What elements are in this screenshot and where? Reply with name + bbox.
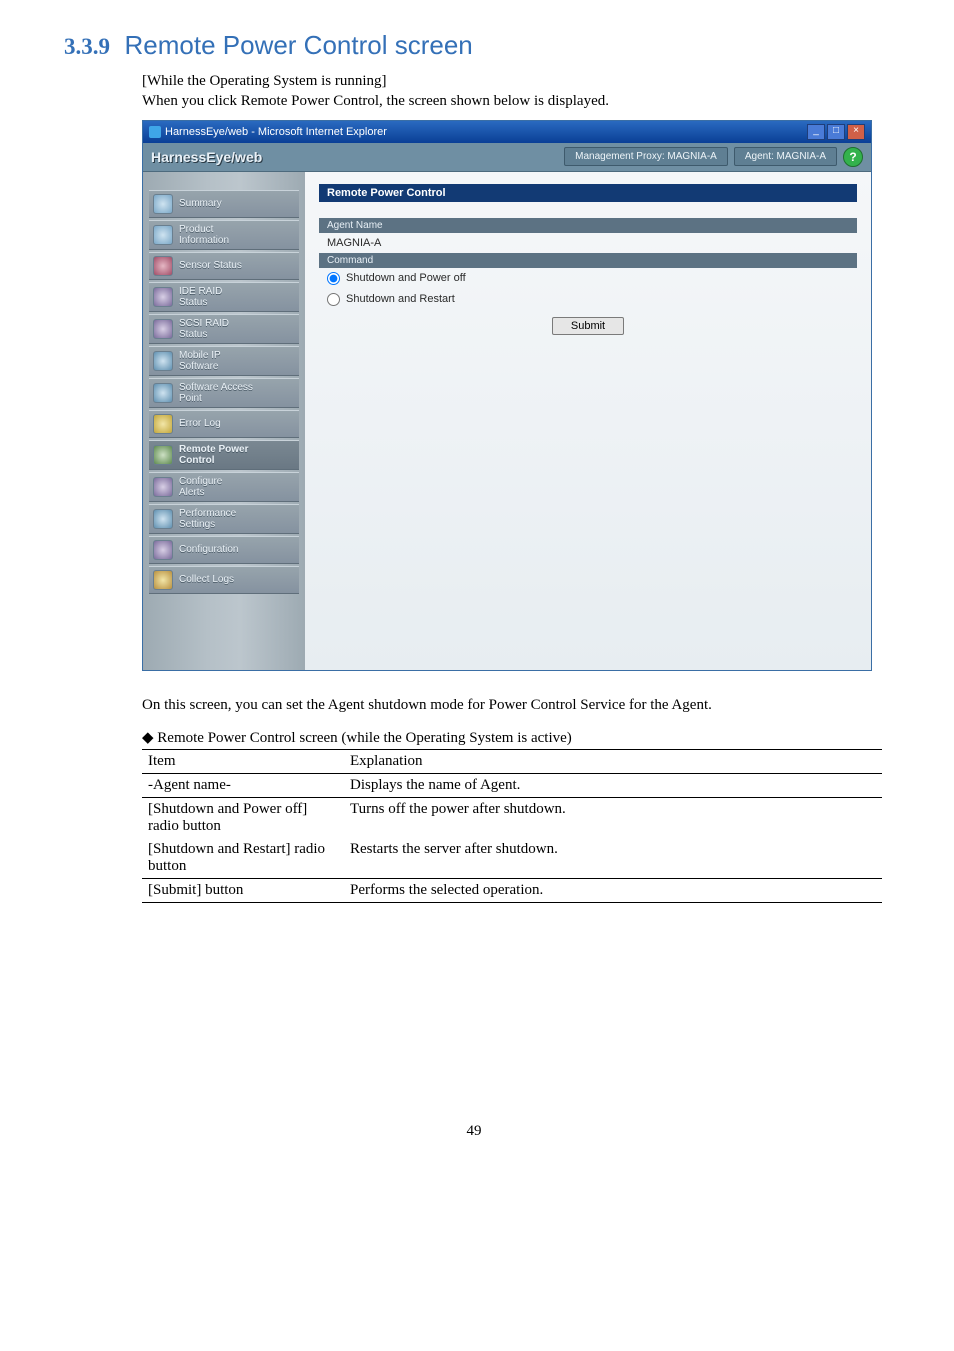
col-item-header: Item bbox=[142, 749, 344, 773]
cell-exp: Restarts the server after shutdown. bbox=[344, 838, 882, 879]
sidebar-item[interactable]: ProductInformation bbox=[149, 220, 299, 250]
sidebar-item[interactable]: ConfigureAlerts bbox=[149, 472, 299, 502]
intro-line2: When you click Remote Power Control, the… bbox=[142, 91, 884, 111]
sidebar-item-label: Summary bbox=[179, 198, 222, 209]
intro-block: [While the Operating System is running] … bbox=[142, 71, 884, 112]
agent-badge: Agent: MAGNIA-A bbox=[734, 147, 837, 166]
sidebar-item[interactable]: Collect Logs bbox=[149, 566, 299, 594]
perf-icon bbox=[153, 351, 173, 371]
sensor-icon bbox=[153, 256, 173, 276]
main-pane: Remote Power Control Agent Name MAGNIA-A… bbox=[305, 172, 871, 670]
sidebar-item-label: PerformanceSettings bbox=[179, 508, 236, 530]
mgmt-proxy-badge: Management Proxy: MAGNIA-A bbox=[564, 147, 728, 166]
explain-table: Item Explanation -Agent name- Displays t… bbox=[142, 749, 882, 903]
minimize-button[interactable]: _ bbox=[807, 124, 825, 140]
table-row: -Agent name- Displays the name of Agent. bbox=[142, 773, 882, 797]
config-icon bbox=[153, 287, 173, 307]
sidebar: Summary ProductInformation Sensor Status ID… bbox=[143, 172, 305, 670]
agent-name-value: MAGNIA-A bbox=[319, 233, 857, 253]
cmd-poweroff-radio[interactable] bbox=[327, 272, 340, 285]
cell-exp: Performs the selected operation. bbox=[344, 878, 882, 902]
sidebar-item-label: Configuration bbox=[179, 544, 238, 555]
screenshot-wrapper: HarnessEye/web - Microsoft Internet Expl… bbox=[142, 120, 872, 671]
sidebar-item[interactable]: IDE RAIDStatus bbox=[149, 282, 299, 312]
cmd-restart-row[interactable]: Shutdown and Restart bbox=[319, 289, 857, 310]
agent-name-header: Agent Name bbox=[319, 218, 857, 233]
sidebar-item-label: Mobile IPSoftware bbox=[179, 350, 221, 372]
sidebar-item-label: Sensor Status bbox=[179, 260, 242, 271]
section-title: Remote Power Control screen bbox=[125, 30, 473, 60]
sidebar-item-label: Collect Logs bbox=[179, 574, 234, 585]
sidebar-item[interactable]: Remote PowerControl bbox=[149, 440, 299, 470]
perf-icon bbox=[153, 383, 173, 403]
table-header-row: Item Explanation bbox=[142, 749, 882, 773]
page-number: 49 bbox=[64, 1123, 884, 1140]
cell-exp: Displays the name of Agent. bbox=[344, 773, 882, 797]
cell-item: [Submit] button bbox=[142, 878, 344, 902]
sidebar-item-label: SCSI RAIDStatus bbox=[179, 318, 229, 340]
ie-icon bbox=[149, 126, 161, 138]
window-buttons: _ □ × bbox=[807, 124, 865, 140]
sidebar-item-label: ProductInformation bbox=[179, 224, 229, 246]
app-header-right: Management Proxy: MAGNIA-A Agent: MAGNIA… bbox=[564, 147, 863, 167]
sidebar-item-label: ConfigureAlerts bbox=[179, 476, 222, 498]
cmd-restart-radio[interactable] bbox=[327, 293, 340, 306]
perf-icon bbox=[153, 509, 173, 529]
command-header: Command bbox=[319, 253, 857, 268]
sidebar-item[interactable]: SCSI RAIDStatus bbox=[149, 314, 299, 344]
config-icon bbox=[153, 319, 173, 339]
cmd-restart-label: Shutdown and Restart bbox=[346, 293, 455, 305]
info-icon bbox=[153, 225, 173, 245]
sidebar-item-label: IDE RAIDStatus bbox=[179, 286, 222, 308]
sidebar-item-label: Software AccessPoint bbox=[179, 382, 253, 404]
window-title: HarnessEye/web - Microsoft Internet Expl… bbox=[165, 126, 387, 138]
col-exp-header: Explanation bbox=[344, 749, 882, 773]
close-button[interactable]: × bbox=[847, 124, 865, 140]
cell-item: [Shutdown and Power off] radio button bbox=[142, 797, 344, 838]
panel-title: Remote Power Control bbox=[319, 184, 857, 202]
sidebar-item[interactable]: PerformanceSettings bbox=[149, 504, 299, 534]
table-row: [Submit] button Performs the selected op… bbox=[142, 878, 882, 902]
page: 3.3.9 Remote Power Control screen [While… bbox=[0, 0, 954, 1170]
table-row: [Shutdown and Power off] radio button Tu… bbox=[142, 797, 882, 838]
power-icon bbox=[153, 445, 173, 465]
caption-text: On this screen, you can set the Agent sh… bbox=[142, 697, 884, 714]
window-titlebar: HarnessEye/web - Microsoft Internet Expl… bbox=[143, 121, 871, 143]
config-icon bbox=[153, 477, 173, 497]
sidebar-item[interactable]: Error Log bbox=[149, 410, 299, 438]
cell-exp: Turns off the power after shutdown. bbox=[344, 797, 882, 838]
app-logo: HarnessEye/web bbox=[151, 149, 262, 165]
logs-icon bbox=[153, 570, 173, 590]
sidebar-item[interactable]: Mobile IPSoftware bbox=[149, 346, 299, 376]
sidebar-item[interactable]: Sensor Status bbox=[149, 252, 299, 280]
intro-line1: [While the Operating System is running] bbox=[142, 71, 884, 91]
submit-row: Submit bbox=[319, 310, 857, 335]
info-icon bbox=[153, 194, 173, 214]
cell-item: -Agent name- bbox=[142, 773, 344, 797]
sidebar-item-label: Error Log bbox=[179, 418, 221, 429]
cell-item: [Shutdown and Restart] radio button bbox=[142, 838, 344, 879]
sidebar-item[interactable]: Software AccessPoint bbox=[149, 378, 299, 408]
sidebar-item[interactable]: Summary bbox=[149, 190, 299, 218]
app-header: HarnessEye/web Management Proxy: MAGNIA-… bbox=[143, 143, 871, 172]
maximize-button[interactable]: □ bbox=[827, 124, 845, 140]
table-heading: ◆ Remote Power Control screen (while the… bbox=[142, 728, 884, 747]
section-heading: 3.3.9 Remote Power Control screen bbox=[64, 30, 884, 61]
titlebar-left: HarnessEye/web - Microsoft Internet Expl… bbox=[149, 126, 387, 138]
table-row: [Shutdown and Restart] radio button Rest… bbox=[142, 838, 882, 879]
section-number: 3.3.9 bbox=[64, 34, 110, 59]
config-icon bbox=[153, 540, 173, 560]
browser-window: HarnessEye/web - Microsoft Internet Expl… bbox=[142, 120, 872, 671]
cmd-poweroff-label: Shutdown and Power off bbox=[346, 272, 466, 284]
sidebar-item-label: Remote PowerControl bbox=[179, 444, 248, 466]
help-button[interactable]: ? bbox=[843, 147, 863, 167]
submit-button[interactable]: Submit bbox=[552, 317, 624, 335]
app-body: Summary ProductInformation Sensor Status ID… bbox=[143, 172, 871, 670]
sidebar-item[interactable]: Configuration bbox=[149, 536, 299, 564]
cmd-poweroff-row[interactable]: Shutdown and Power off bbox=[319, 268, 857, 289]
error-icon bbox=[153, 414, 173, 434]
